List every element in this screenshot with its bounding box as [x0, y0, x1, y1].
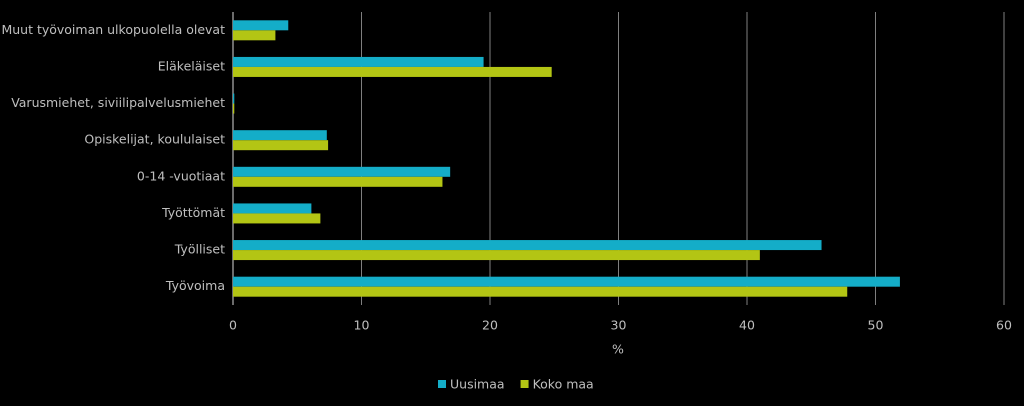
x-axis-title: % — [612, 342, 624, 357]
y-tick-label: Varusmiehet, siviilipalvelusmiehet — [11, 95, 225, 110]
y-tick-label: 0-14 -vuotiaat — [137, 168, 225, 183]
bar — [233, 213, 321, 224]
y-tick-label: Muut työvoiman ulkopuolella olevat — [1, 22, 225, 37]
bar — [233, 56, 484, 67]
bar — [233, 140, 329, 151]
x-tick-label: 10 — [354, 318, 370, 333]
legend-swatch — [438, 380, 446, 388]
bar — [233, 66, 552, 77]
bar — [233, 30, 276, 41]
bar — [233, 20, 289, 31]
bar — [233, 250, 760, 261]
x-tick-label: 60 — [996, 318, 1012, 333]
legend-label: Koko maa — [533, 377, 594, 392]
y-tick-label: Työttömät — [161, 205, 225, 220]
bar — [233, 240, 822, 251]
bar — [233, 130, 327, 141]
y-tick-label: Opiskelijat, koululaiset — [84, 132, 225, 147]
bar — [233, 93, 235, 104]
bar — [233, 276, 900, 287]
y-tick-label: Työvoima — [165, 278, 225, 293]
bar — [233, 166, 451, 177]
bar — [233, 176, 443, 187]
bar — [233, 203, 312, 214]
legend-label: Uusimaa — [450, 377, 505, 392]
x-tick-label: 40 — [739, 318, 755, 333]
x-tick-label: 20 — [482, 318, 498, 333]
legend-swatch — [520, 380, 529, 388]
bar — [233, 286, 848, 297]
x-tick-label: 0 — [229, 318, 237, 333]
x-tick-label: 30 — [611, 318, 627, 333]
y-tick-label: Eläkeläiset — [158, 58, 225, 73]
x-tick-label: 50 — [868, 318, 884, 333]
bar — [233, 103, 235, 114]
y-tick-label: Työlliset — [174, 242, 225, 257]
